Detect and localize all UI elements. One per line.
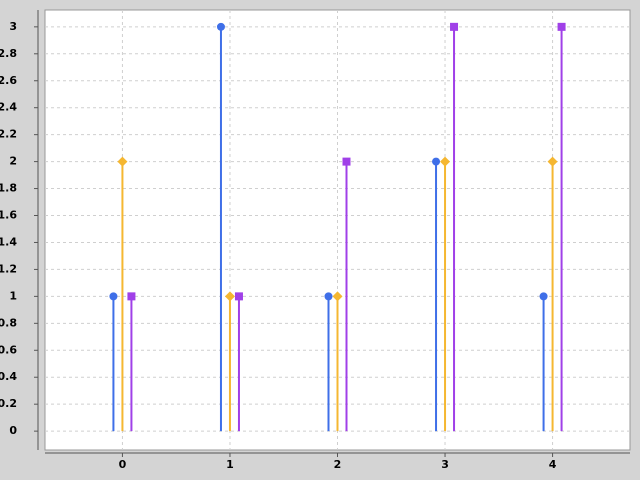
y-tick-label: 1.8 <box>0 182 17 195</box>
x-tick-label: 1 <box>226 458 234 471</box>
marker <box>342 157 351 166</box>
marker <box>109 292 118 301</box>
x-tick-label: 0 <box>119 458 127 471</box>
y-tick-label: 1.6 <box>0 209 17 222</box>
marker <box>539 292 548 301</box>
x-tick-label: 4 <box>549 458 557 471</box>
marker <box>234 292 243 301</box>
x-tick-label: 2 <box>334 458 342 471</box>
marker <box>224 291 235 302</box>
y-tick-label: 0.8 <box>0 316 17 329</box>
x-tick-label: 3 <box>441 458 449 471</box>
marker <box>450 22 459 31</box>
y-tick-label: 2 <box>9 155 17 168</box>
y-tick-label: 1.4 <box>0 235 17 248</box>
y-tick-label: 2.4 <box>0 101 17 114</box>
marker <box>557 22 566 31</box>
y-tick-label: 2.8 <box>0 47 17 60</box>
y-tick-label: 0.6 <box>0 343 17 356</box>
marker <box>440 156 451 167</box>
y-tick-label: 3 <box>9 20 17 33</box>
marker <box>127 292 136 301</box>
y-tick-label: 1.2 <box>0 262 17 275</box>
y-tick-label: 0.4 <box>0 370 17 383</box>
y-tick-label: 2.2 <box>0 128 17 141</box>
y-tick-label: 0.2 <box>0 397 17 410</box>
marker <box>324 292 333 301</box>
marker <box>332 291 343 302</box>
y-tick-label: 0 <box>9 424 17 437</box>
y-tick-label: 2.6 <box>0 74 17 87</box>
marker <box>216 22 225 31</box>
marker <box>547 156 558 167</box>
y-tick-label: 1 <box>9 289 17 302</box>
marker <box>117 156 128 167</box>
marker <box>432 157 441 166</box>
